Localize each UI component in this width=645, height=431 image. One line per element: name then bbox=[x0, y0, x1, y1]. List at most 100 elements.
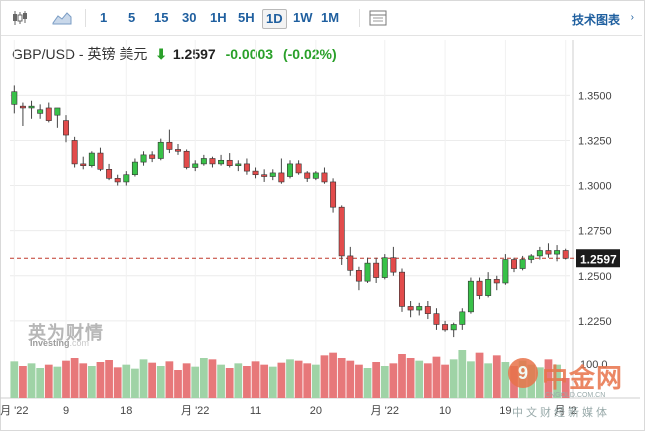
interval-30[interactable]: 30 bbox=[182, 10, 197, 25]
candle bbox=[442, 320, 449, 332]
candlestick-type-icon[interactable] bbox=[9, 8, 31, 28]
volume-bar bbox=[535, 367, 544, 398]
candle-body bbox=[459, 311, 466, 325]
volume-bar bbox=[432, 356, 441, 398]
volume-bar bbox=[277, 362, 286, 398]
volume-bar bbox=[243, 366, 251, 398]
candle-body bbox=[106, 169, 113, 179]
investing-watermark: Investing.com bbox=[30, 338, 89, 348]
volume-bar bbox=[260, 364, 269, 398]
x-tick-label: 9 bbox=[63, 405, 69, 417]
interval-1w[interactable]: 1W bbox=[293, 10, 313, 25]
candle bbox=[140, 151, 147, 166]
candle bbox=[545, 243, 552, 258]
candle-body bbox=[278, 172, 285, 183]
volume-bar bbox=[139, 359, 148, 398]
technical-chart-link[interactable]: 技术图表 bbox=[571, 13, 620, 27]
interval-5[interactable]: 5 bbox=[128, 10, 136, 25]
cngold-slogan: 中文财经新媒体 bbox=[512, 407, 610, 419]
candle bbox=[131, 158, 138, 177]
candle bbox=[218, 154, 225, 166]
volume-bar bbox=[553, 364, 561, 398]
candle bbox=[355, 266, 362, 291]
current-price-tag bbox=[576, 249, 620, 268]
cngold-name: 中金网 bbox=[542, 363, 624, 393]
interval-1m[interactable]: 1M bbox=[321, 10, 340, 25]
volume-bar bbox=[156, 366, 165, 398]
x-tick-label: 月 '22 bbox=[181, 405, 209, 417]
candle-body bbox=[269, 172, 276, 177]
candle-body bbox=[19, 105, 26, 109]
volume-bar bbox=[174, 370, 182, 398]
candle bbox=[399, 268, 405, 312]
candle bbox=[390, 246, 397, 276]
candle bbox=[19, 102, 26, 127]
y-tick-label: 1.2750 bbox=[578, 226, 612, 238]
volume-bar bbox=[389, 363, 398, 398]
y-tick-label: 1.2500 bbox=[578, 271, 612, 283]
candle bbox=[287, 160, 293, 179]
candle-body bbox=[235, 163, 242, 166]
y-tick-label: 1.3250 bbox=[578, 135, 612, 147]
candle bbox=[54, 107, 61, 128]
volume-bar bbox=[475, 352, 484, 398]
candle-body bbox=[424, 306, 431, 314]
area-chart-icon[interactable] bbox=[51, 8, 73, 28]
candle-body bbox=[562, 250, 569, 259]
candle-body bbox=[149, 154, 156, 159]
candle-body bbox=[519, 259, 526, 269]
candle-body bbox=[252, 170, 259, 176]
candle bbox=[562, 248, 569, 260]
candle-body bbox=[485, 279, 492, 296]
x-tick-label: 10 bbox=[439, 405, 451, 417]
volume-bar bbox=[191, 366, 200, 398]
price-axis: 1.3500 1.3250 1.3000 1.2750 1.2500 1.2250 100.… bbox=[576, 90, 620, 371]
candle bbox=[243, 158, 250, 175]
candle-body bbox=[11, 91, 18, 105]
volume-axis-label: 100.0 bbox=[580, 359, 608, 371]
candle-body bbox=[467, 280, 474, 313]
x-tick-label: 月 '2 bbox=[555, 405, 577, 417]
candle-body bbox=[287, 163, 293, 177]
x-tick-label: 19 bbox=[499, 405, 511, 417]
candle-body bbox=[511, 259, 517, 269]
interval-1[interactable]: 1 bbox=[100, 10, 108, 25]
investing-watermark-suffix: .com bbox=[69, 338, 90, 348]
candle bbox=[157, 138, 164, 161]
table-view-icon[interactable] bbox=[367, 8, 389, 28]
candle bbox=[338, 205, 345, 265]
candle bbox=[114, 174, 121, 186]
volume-bar bbox=[251, 361, 260, 398]
volume-bar bbox=[303, 363, 312, 398]
candle-body bbox=[243, 163, 250, 172]
y-tick-label: 1.2250 bbox=[578, 316, 612, 328]
volume-bar bbox=[329, 352, 337, 398]
volume-bar bbox=[268, 366, 277, 398]
candle-body bbox=[209, 158, 216, 165]
candle bbox=[149, 151, 156, 163]
interval-15[interactable]: 15 bbox=[154, 10, 169, 25]
candle bbox=[450, 322, 457, 338]
volume-bar bbox=[398, 354, 406, 398]
y-tick-label: 1.3500 bbox=[578, 90, 612, 102]
volume-bar bbox=[199, 358, 208, 398]
candle-body bbox=[321, 172, 328, 183]
candle bbox=[304, 171, 311, 182]
quote-header: GBP/USD - 英镑 美元 ⬇ 1.2597 -0.0003 (-0.02%… bbox=[12, 44, 337, 64]
candle bbox=[519, 255, 526, 271]
chevron-right-icon[interactable]: › bbox=[630, 12, 634, 23]
volume-bar bbox=[208, 359, 217, 398]
interval-5h[interactable]: 5H bbox=[238, 10, 255, 25]
toolbar-divider bbox=[85, 9, 86, 27]
volume-bar bbox=[225, 368, 234, 398]
volume-bar bbox=[62, 360, 70, 398]
candle-body bbox=[493, 279, 500, 284]
interval-1h[interactable]: 1H bbox=[210, 10, 227, 25]
candle-body bbox=[218, 159, 225, 165]
volume-bar bbox=[36, 368, 45, 398]
candle-body bbox=[175, 149, 181, 152]
volume-bar bbox=[70, 358, 79, 398]
candle bbox=[364, 257, 371, 283]
interval-1d[interactable]: 1D bbox=[262, 9, 287, 29]
candle-body bbox=[131, 161, 138, 176]
